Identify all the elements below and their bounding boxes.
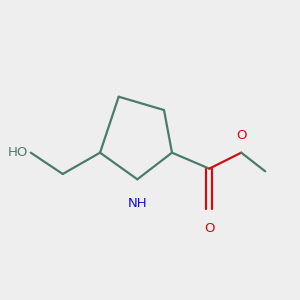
Text: O: O (236, 129, 247, 142)
Text: NH: NH (128, 196, 147, 210)
Text: HO: HO (8, 146, 28, 159)
Text: O: O (204, 222, 214, 235)
